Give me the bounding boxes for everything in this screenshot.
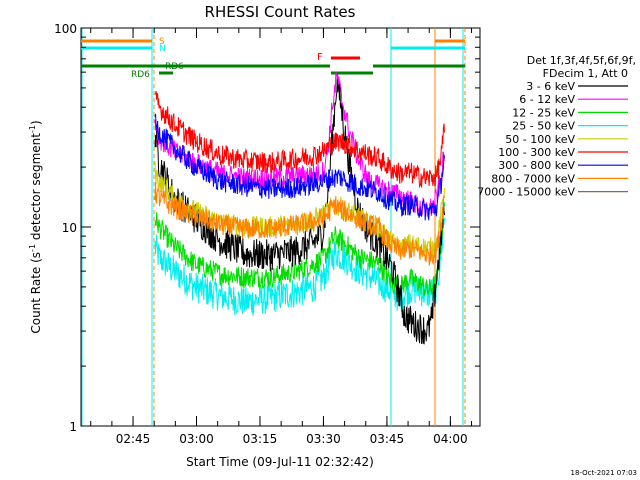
series-line-6-12-kev — [154, 72, 445, 219]
legend: Det 1f,3f,4f,5f,6f,9f, FDecim 1, Att 0 3… — [477, 54, 636, 199]
legend-label: 6 - 12 keV — [519, 93, 575, 106]
chart-title: RHESSI Count Rates — [205, 3, 356, 21]
x-tick-label: 02:45 — [116, 432, 151, 446]
x-axis: 02:45 03:00 03:15 03:30 03:45 04:00 — [90, 28, 473, 446]
legend-label: 50 - 100 keV — [505, 133, 575, 146]
x-tick-label: 03:15 — [243, 432, 278, 446]
x-tick-label: 03:30 — [306, 432, 341, 446]
y-axis-label: Count Rate (s-1 detector segment-1) — [28, 120, 43, 333]
annotations: S N F RD6 RD6 — [131, 37, 323, 80]
series-layer — [154, 72, 445, 345]
legend-title-1: Det 1f,3f,4f,5f,6f,9f, — [527, 54, 636, 67]
x-axis-label: Start Time (09-Jul-11 02:32:42) — [186, 455, 374, 469]
y-tick-label: 100 — [54, 22, 77, 36]
x-tick-label: 03:00 — [179, 432, 214, 446]
annotation-n: N — [159, 44, 166, 54]
x-tick-label: 03:45 — [370, 432, 405, 446]
legend-label: 300 - 800 keV — [498, 159, 575, 172]
legend-label: 25 - 50 keV — [512, 120, 575, 133]
series-line-800-7000-kev — [154, 182, 445, 266]
status-bars — [81, 39, 465, 75]
y-tick-label: 10 — [62, 221, 77, 235]
legend-label: 3 - 6 keV — [526, 80, 575, 93]
legend-label: 800 - 7000 keV — [491, 172, 575, 185]
annotation-s: S — [159, 37, 165, 47]
series-line-12-25-kev — [154, 201, 445, 297]
footer-date: 18-Oct-2021 07:03 — [571, 469, 637, 477]
annotation-rd6-upper: RD6 — [165, 62, 184, 72]
series-line-100-300-kev — [154, 90, 445, 189]
annotation-rd6-lower: RD6 — [131, 70, 150, 80]
series-line-25-50-kev — [154, 217, 445, 316]
legend-label: 12 - 25 keV — [512, 106, 575, 119]
legend-label: 7000 - 15000 keV — [477, 186, 575, 199]
y-axis: 1 10 100 — [54, 22, 480, 434]
annotation-f: F — [317, 52, 323, 63]
series-line-300-800-kev — [154, 113, 445, 221]
legend-title-2: FDecim 1, Att 0 — [543, 67, 628, 80]
x-tick-label: 04:00 — [433, 432, 468, 446]
vertical-markers — [81, 28, 466, 426]
legend-label: 100 - 300 keV — [498, 146, 575, 159]
y-tick-label: 1 — [69, 420, 77, 434]
